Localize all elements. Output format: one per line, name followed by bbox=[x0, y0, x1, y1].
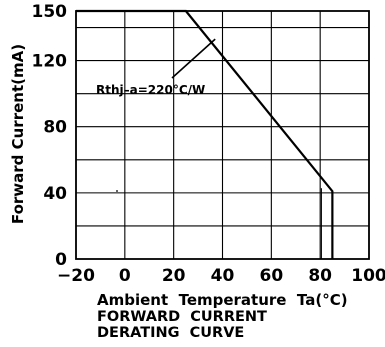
y-tick-label-2: 80 bbox=[43, 118, 67, 138]
y-tick-label-4: 150 bbox=[32, 2, 68, 22]
x-tick-label-6: 100 bbox=[351, 266, 385, 286]
y-tick-label-0: 0 bbox=[55, 250, 67, 270]
series bbox=[76, 9, 334, 259]
grid bbox=[75, 10, 370, 260]
x-tick-label-1: 0 bbox=[119, 266, 131, 286]
y-axis-label: Forward Current(mA) bbox=[9, 44, 27, 224]
x-tick-label-5: 80 bbox=[308, 266, 332, 286]
annotation-label: Rthj–a=220°C/W bbox=[96, 83, 205, 97]
x-tick-label-3: 40 bbox=[211, 266, 235, 286]
derating-curve-0 bbox=[76, 9, 334, 259]
y-tick-label-1: 40 bbox=[43, 184, 67, 204]
x-tick-label-2: 20 bbox=[162, 266, 186, 286]
y-tick-label-3: 120 bbox=[32, 52, 68, 72]
x-tick-label-4: 60 bbox=[259, 266, 283, 286]
stray-dot bbox=[116, 190, 118, 192]
plot-border bbox=[75, 10, 370, 260]
chart-title-line-2: DERATING CURVE bbox=[97, 325, 244, 341]
annotation-leader bbox=[171, 38, 216, 79]
x-tick-labels: −20 0 20 40 60 80 100 bbox=[57, 266, 385, 286]
chart-title-line-1: FORWARD CURRENT bbox=[97, 309, 267, 325]
x-axis-label: Ambient Temperature Ta(°C) bbox=[97, 291, 348, 309]
x-tick-label-0: −20 bbox=[57, 266, 95, 286]
y-tick-labels: 0 40 80 120 150 bbox=[32, 2, 68, 270]
plot-frame bbox=[75, 10, 370, 260]
